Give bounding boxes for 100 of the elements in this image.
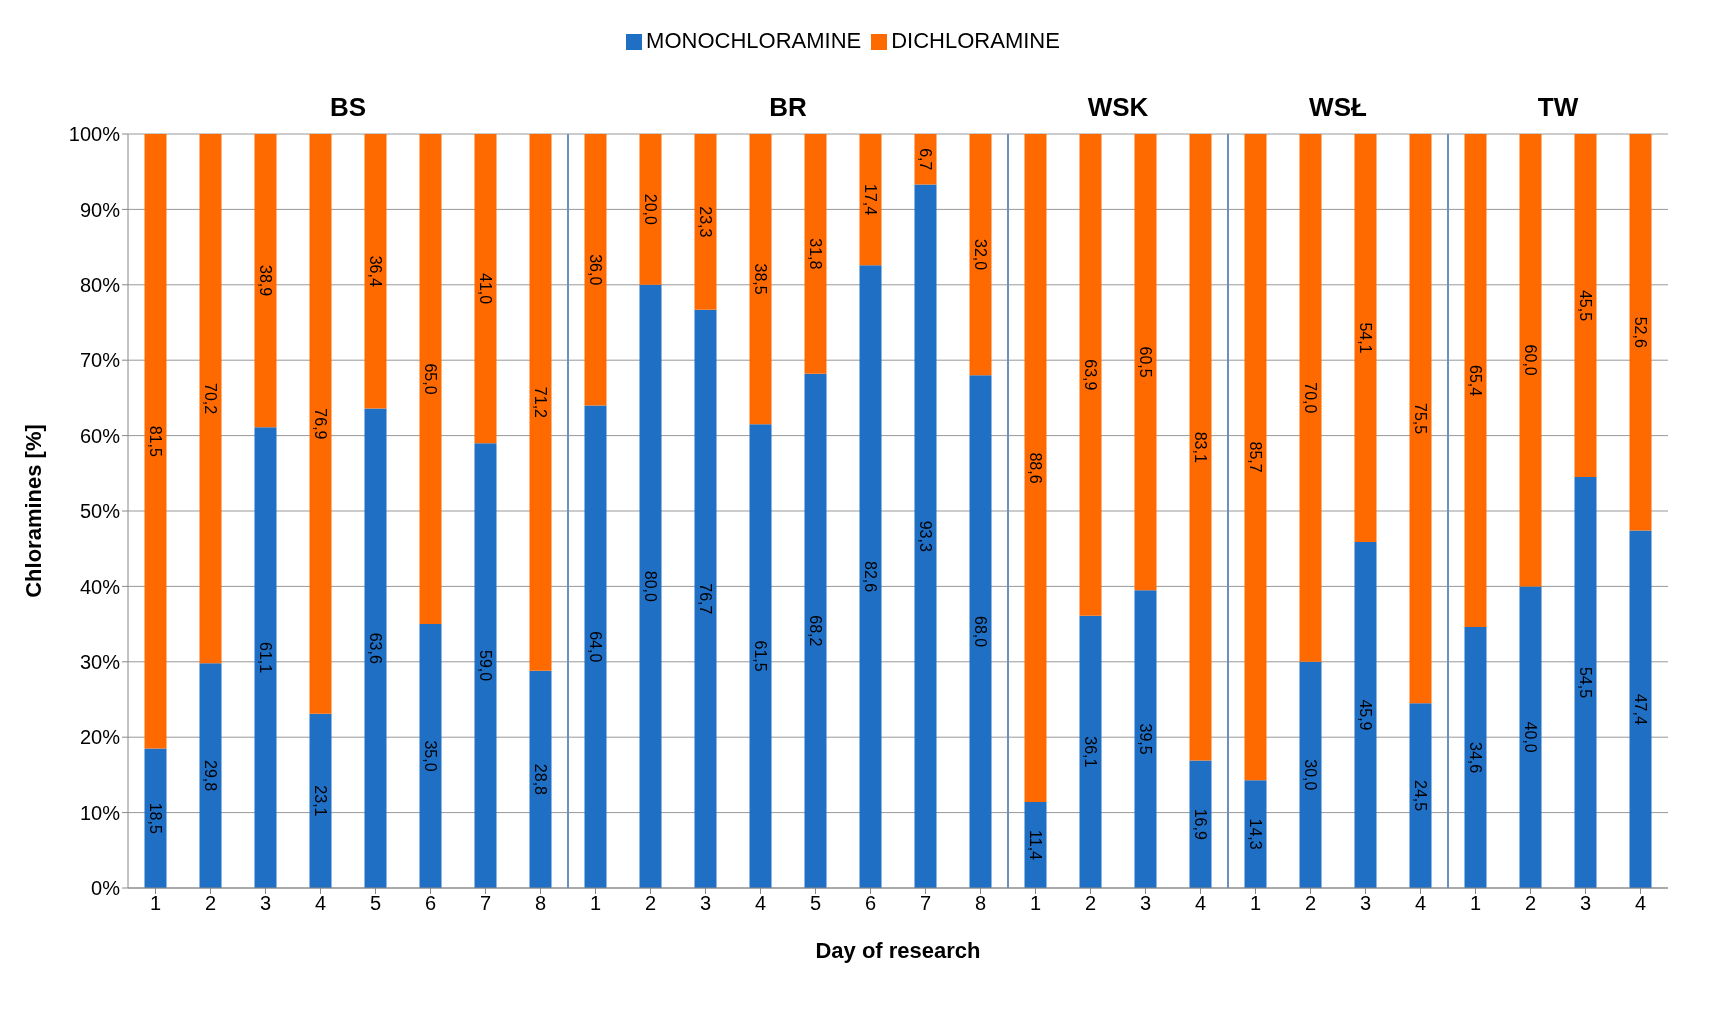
data-label: 93,3 <box>917 520 934 552</box>
x-tick-label: 8 <box>974 892 987 915</box>
x-tick-label: 2 <box>1304 892 1317 915</box>
data-label: 68,0 <box>972 616 989 648</box>
legend-label: DICHLORAMINE <box>891 28 1060 53</box>
bar <box>1629 530 1652 888</box>
text: BR <box>768 92 808 123</box>
bar <box>309 134 332 714</box>
data-label: 81,5 <box>147 425 164 457</box>
data-label: 76,7 <box>697 583 714 615</box>
data-label: 14,3 <box>1247 818 1264 850</box>
bar <box>1024 134 1047 803</box>
x-tick-label: 5 <box>369 892 382 915</box>
data-label: 23,3 <box>697 206 714 238</box>
data-label: 52,6 <box>1632 316 1649 348</box>
x-tick-label: 2 <box>644 892 657 915</box>
bar <box>969 375 992 888</box>
x-tick-label: 7 <box>479 892 492 915</box>
data-label: 18,5 <box>147 802 164 834</box>
bar <box>1244 134 1267 781</box>
data-label: 31,8 <box>807 238 824 270</box>
y-tick-label: 30% <box>79 650 121 673</box>
y-axis-title: Chloramines [%] <box>20 424 46 598</box>
bar <box>1299 134 1322 662</box>
bar <box>749 134 772 425</box>
data-label: 38,9 <box>257 265 274 297</box>
bar <box>529 670 552 888</box>
bar <box>199 134 222 664</box>
bar <box>1024 802 1047 888</box>
bar <box>1464 627 1487 888</box>
data-label: 32,0 <box>972 239 989 271</box>
y-tick-label: 50% <box>79 500 121 523</box>
bar <box>1299 661 1322 888</box>
x-tick-label: 2 <box>204 892 217 915</box>
data-label: 24,5 <box>1412 780 1429 812</box>
data-label: 11,4 <box>1027 830 1044 861</box>
data-label: 16,9 <box>1192 808 1209 840</box>
data-label: 6,7 <box>917 148 934 171</box>
bar <box>694 134 717 310</box>
bar <box>1464 134 1487 628</box>
data-label: 17,4 <box>862 184 879 216</box>
bar <box>254 134 277 428</box>
bar <box>364 134 387 409</box>
bar <box>1574 477 1597 888</box>
bar <box>199 663 222 888</box>
data-label: 88,6 <box>1027 452 1044 484</box>
data-label: 41,0 <box>477 273 494 305</box>
x-tick-label: 1 <box>1249 892 1262 915</box>
data-label: 36,1 <box>1082 736 1099 768</box>
bar <box>1134 590 1157 888</box>
x-tick-label: 2 <box>1524 892 1537 915</box>
x-tick-label: 1 <box>1029 892 1042 915</box>
data-label: 65,0 <box>422 363 439 395</box>
bar <box>859 134 882 266</box>
data-label: 80,0 <box>642 570 659 603</box>
data-label: 60,0 <box>1522 344 1539 376</box>
bar <box>474 443 497 888</box>
data-label: 70,2 <box>202 383 219 415</box>
bar <box>639 284 662 888</box>
data-label: 45,5 <box>1577 289 1594 322</box>
bar <box>1354 134 1377 542</box>
data-label: 85,7 <box>1247 441 1264 473</box>
data-label: 29,8 <box>202 760 219 792</box>
y-tick-label: 20% <box>79 726 121 749</box>
x-tick-label: 3 <box>699 892 712 915</box>
y-tick-label: 10% <box>79 801 121 824</box>
bar <box>144 748 167 888</box>
y-tick-label: 90% <box>79 198 121 221</box>
bar <box>859 265 882 888</box>
data-label: 20,0 <box>642 193 659 226</box>
data-label: 59,0 <box>477 650 494 682</box>
data-label: 71,2 <box>532 386 549 419</box>
x-tick-label: 3 <box>259 892 272 915</box>
bar <box>144 134 167 749</box>
data-label: 47,4 <box>1632 693 1649 725</box>
x-tick-label: 5 <box>809 892 822 915</box>
bar <box>1519 134 1542 587</box>
x-tick-label: 6 <box>424 892 437 915</box>
x-tick-label: 4 <box>1194 892 1207 915</box>
data-label: 83,1 <box>1192 431 1209 463</box>
bar <box>364 408 387 888</box>
bar <box>914 134 937 185</box>
data-label: 35,0 <box>422 740 439 772</box>
text: TW <box>1536 92 1580 123</box>
bar <box>1079 615 1102 888</box>
bar <box>1079 134 1102 616</box>
data-label: 70,0 <box>1302 382 1319 414</box>
x-tick-label: 3 <box>1139 892 1152 915</box>
data-label: 60,5 <box>1137 346 1154 378</box>
bar <box>1244 780 1267 888</box>
data-label: 45,9 <box>1357 699 1374 731</box>
bar <box>1629 134 1652 531</box>
bar <box>1519 586 1542 888</box>
x-tick-label: 4 <box>754 892 767 915</box>
x-tick-label: 1 <box>149 892 162 915</box>
data-label: 28,8 <box>532 763 549 796</box>
bar <box>254 427 277 888</box>
x-tick-label: 7 <box>919 892 932 915</box>
y-tick-label: 80% <box>79 273 121 296</box>
x-axis-title: Day of research <box>815 938 981 963</box>
